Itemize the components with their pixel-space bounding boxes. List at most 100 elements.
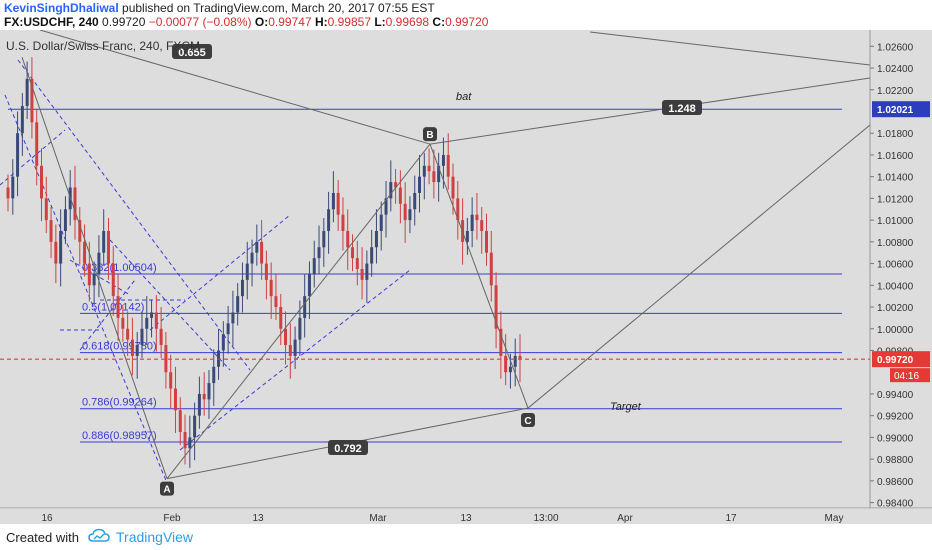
candle-body[interactable] [346, 230, 350, 248]
candle-body[interactable] [293, 339, 297, 356]
candle-body[interactable] [389, 182, 393, 199]
candle-body[interactable] [494, 285, 498, 329]
candle-body[interactable] [470, 214, 474, 231]
candle-body[interactable] [226, 323, 230, 335]
candle-body[interactable] [370, 247, 374, 264]
candle-body[interactable] [284, 328, 288, 346]
channel-line[interactable] [69, 259, 131, 296]
candle-body[interactable] [336, 192, 340, 215]
channel-line[interactable] [17, 59, 251, 371]
pattern-point-c-badge[interactable] [521, 413, 535, 428]
candle-body[interactable] [298, 317, 302, 340]
candle-body[interactable] [212, 366, 216, 384]
pattern-line[interactable] [429, 143, 529, 409]
candle-body[interactable] [159, 328, 163, 346]
candle-body[interactable] [92, 274, 96, 286]
candle-body[interactable] [260, 241, 264, 264]
candle-body[interactable] [365, 263, 369, 280]
candle-body[interactable] [518, 355, 522, 360]
candle-body[interactable] [202, 393, 206, 400]
candle-body[interactable] [403, 203, 407, 221]
candle-body[interactable] [150, 312, 154, 318]
candle-body[interactable] [422, 165, 426, 177]
candle-body[interactable] [54, 241, 58, 264]
candle-body[interactable] [341, 214, 345, 231]
candle-body[interactable] [499, 328, 503, 356]
candle-body[interactable] [240, 279, 244, 297]
candle-body[interactable] [116, 296, 120, 318]
channel-line[interactable] [4, 94, 171, 491]
tradingview-brand[interactable]: TradingView [116, 529, 194, 545]
candle-body[interactable] [97, 252, 101, 275]
pattern-line[interactable] [39, 30, 431, 145]
candle-body[interactable] [154, 312, 158, 329]
candle-body[interactable] [360, 269, 364, 280]
candle-body[interactable] [106, 230, 110, 264]
candle-body[interactable] [437, 165, 441, 183]
candle-body[interactable] [355, 258, 359, 269]
candle-body[interactable] [63, 209, 67, 231]
candle-body[interactable] [126, 328, 130, 340]
candle-body[interactable] [441, 154, 445, 166]
candle-body[interactable] [207, 383, 211, 400]
pattern-point-b-badge[interactable] [423, 127, 437, 142]
ratio-badge[interactable] [328, 440, 368, 455]
candle-body[interactable] [11, 176, 15, 199]
candle-body[interactable] [164, 345, 168, 373]
ratio-badge[interactable] [172, 44, 212, 59]
candle-body[interactable] [269, 279, 273, 297]
author-name[interactable]: KevinSinghDhaliwal [4, 1, 119, 15]
candle-body[interactable] [102, 230, 106, 253]
candle-body[interactable] [188, 437, 192, 449]
candle-body[interactable] [20, 106, 24, 134]
candle-body[interactable] [73, 187, 77, 221]
candle-body[interactable] [475, 214, 479, 221]
candle-body[interactable] [418, 176, 422, 193]
candle-body[interactable] [140, 328, 144, 346]
candle-body[interactable] [236, 296, 240, 313]
pattern-line[interactable] [429, 77, 871, 145]
candle-body[interactable] [25, 78, 29, 107]
candle-body[interactable] [331, 192, 335, 210]
candle-body[interactable] [255, 241, 259, 253]
pattern-point-a-badge[interactable] [160, 481, 174, 496]
candle-body[interactable] [432, 171, 436, 183]
candle-body[interactable] [465, 230, 469, 242]
candle-body[interactable] [193, 415, 197, 438]
candle-body[interactable] [173, 388, 177, 411]
candle-body[interactable] [307, 274, 311, 297]
candle-body[interactable] [197, 393, 201, 416]
candle-body[interactable] [78, 220, 82, 242]
candle-body[interactable] [379, 214, 383, 231]
price-chart[interactable]: 1.02600 1.02400 1.02200 1.01800 1.01600 1.014… [0, 30, 932, 524]
candle-body[interactable] [59, 230, 63, 264]
candle-body[interactable] [485, 230, 489, 253]
candle-body[interactable] [83, 241, 87, 264]
pattern-line[interactable] [21, 56, 168, 479]
candle-body[interactable] [508, 366, 512, 373]
candle-body[interactable] [413, 192, 417, 210]
candle-body[interactable] [480, 220, 484, 231]
candle-body[interactable] [322, 230, 326, 248]
pattern-line[interactable] [527, 124, 871, 409]
channel-line[interactable] [0, 129, 66, 186]
candle-body[interactable] [183, 431, 187, 449]
candle-body[interactable] [351, 247, 355, 259]
candle-body[interactable] [446, 154, 450, 177]
candle-body[interactable] [250, 252, 254, 264]
candle-body[interactable] [87, 263, 91, 286]
candle-body[interactable] [44, 198, 48, 221]
candle-body[interactable] [456, 198, 460, 221]
candle-body[interactable] [6, 187, 10, 199]
candle-body[interactable] [398, 187, 402, 204]
candle-body[interactable] [384, 198, 388, 215]
candle-body[interactable] [178, 410, 182, 432]
candle-body[interactable] [489, 252, 493, 286]
candle-body[interactable] [264, 263, 268, 280]
candle-body[interactable] [121, 317, 125, 329]
channel-line[interactable] [79, 279, 136, 351]
candle-body[interactable] [451, 176, 455, 199]
candle-body[interactable] [374, 230, 378, 248]
candle-body[interactable] [111, 263, 115, 297]
candle-body[interactable] [394, 182, 398, 188]
